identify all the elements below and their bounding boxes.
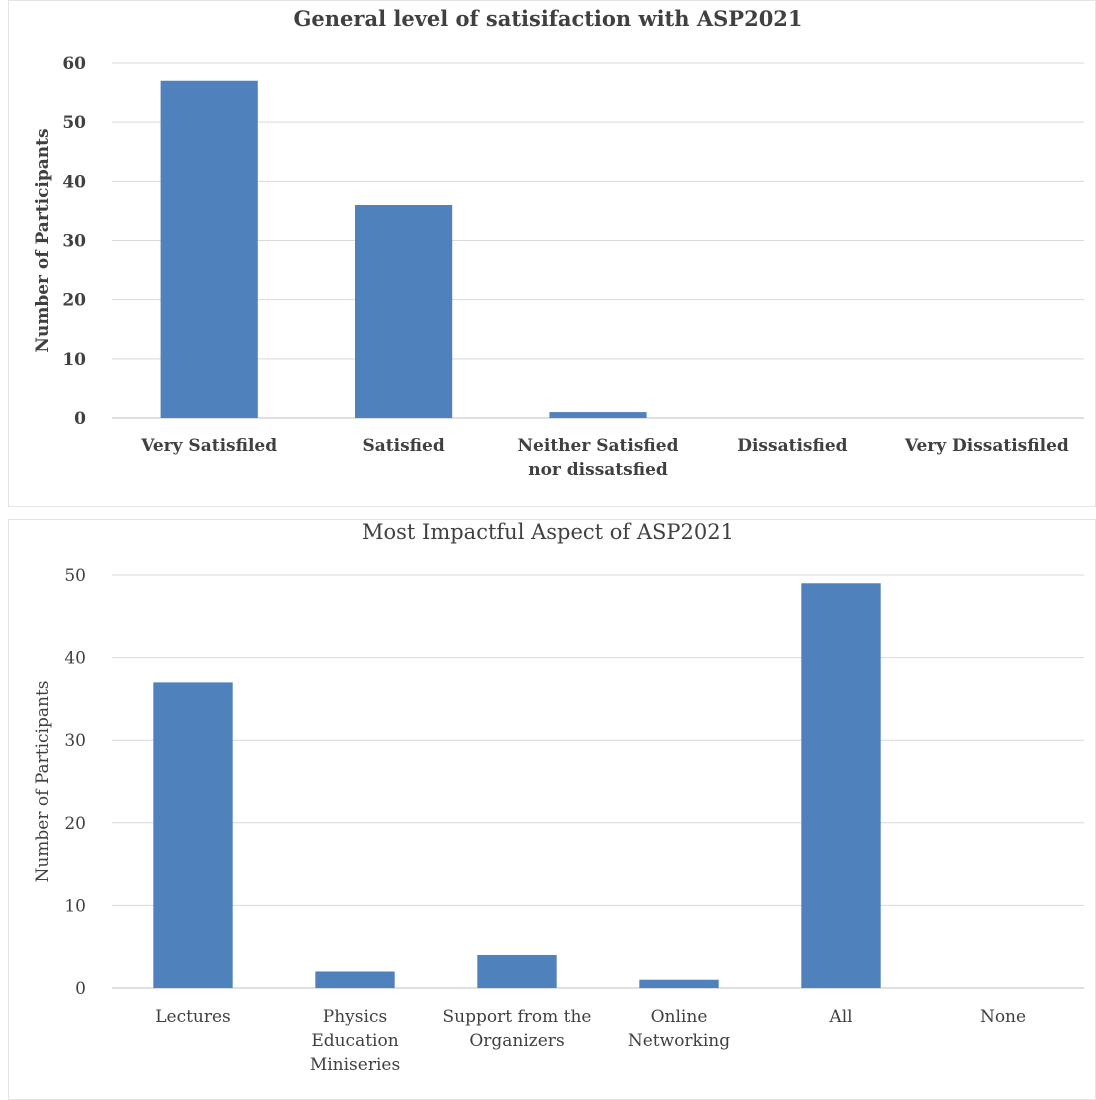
impact-bar-2 <box>477 954 557 988</box>
impact-bar-0 <box>153 682 233 988</box>
satisfaction-category-label: nor dissatsfied <box>528 460 668 480</box>
impact-category-label: Organizers <box>469 1031 564 1051</box>
impact-category-label: Networking <box>628 1031 730 1051</box>
chart-title-satisfaction: General level of satisifaction with ASP2… <box>293 6 803 31</box>
satisfaction-y-tick-label: 50 <box>62 113 86 133</box>
impact-category-label: Lectures <box>155 1007 231 1027</box>
satisfaction-y-tick-label: 30 <box>62 232 86 252</box>
impact-y-tick-label: 40 <box>64 649 86 669</box>
satisfaction-y-axis-label: Number of Participants <box>33 128 53 352</box>
satisfaction-category-label: Dissatisfied <box>737 436 847 456</box>
satisfaction-bar-0 <box>160 80 258 418</box>
impact-y-tick-label: 30 <box>64 731 86 751</box>
impact-category-label: All <box>828 1007 852 1027</box>
satisfaction-category-label: Neither Satisfied <box>518 436 679 456</box>
satisfaction-category-label: Satisfied <box>362 436 444 456</box>
impact-y-tick-label: 20 <box>64 814 86 834</box>
satisfaction-y-tick-label: 60 <box>62 54 86 74</box>
impact-y-tick-label: 50 <box>64 566 86 586</box>
impact-y-tick-label: 0 <box>75 979 86 999</box>
satisfaction-y-tick-label: 20 <box>62 291 86 311</box>
satisfaction-y-tick-label: 10 <box>62 350 86 370</box>
satisfaction-y-tick-label: 0 <box>74 409 86 429</box>
impact-category-label: Miniseries <box>310 1055 400 1075</box>
impact-category-label: None <box>980 1007 1026 1027</box>
impact-bar-4 <box>801 583 881 988</box>
impact-bar-1 <box>315 971 395 988</box>
impact-category-label: Physics <box>323 1007 387 1027</box>
satisfaction-y-tick-label: 40 <box>62 172 86 192</box>
satisfaction-category-label: Very Dissatisfiled <box>904 436 1069 456</box>
chart-title-impact: Most Impactful Aspect of ASP2021 <box>361 520 734 544</box>
satisfaction-bar-1 <box>355 205 453 418</box>
satisfaction-bar-2 <box>549 412 647 418</box>
impact-y-tick-label: 10 <box>64 896 86 916</box>
impact-category-label: Support from the <box>443 1007 592 1027</box>
impact-category-label: Online <box>651 1007 708 1027</box>
impact-category-label: Education <box>311 1031 398 1051</box>
impact-bar-3 <box>639 979 719 988</box>
satisfaction-category-label: Very Satisfiled <box>140 436 277 456</box>
impact-y-axis-label: Number of Participants <box>33 680 53 882</box>
